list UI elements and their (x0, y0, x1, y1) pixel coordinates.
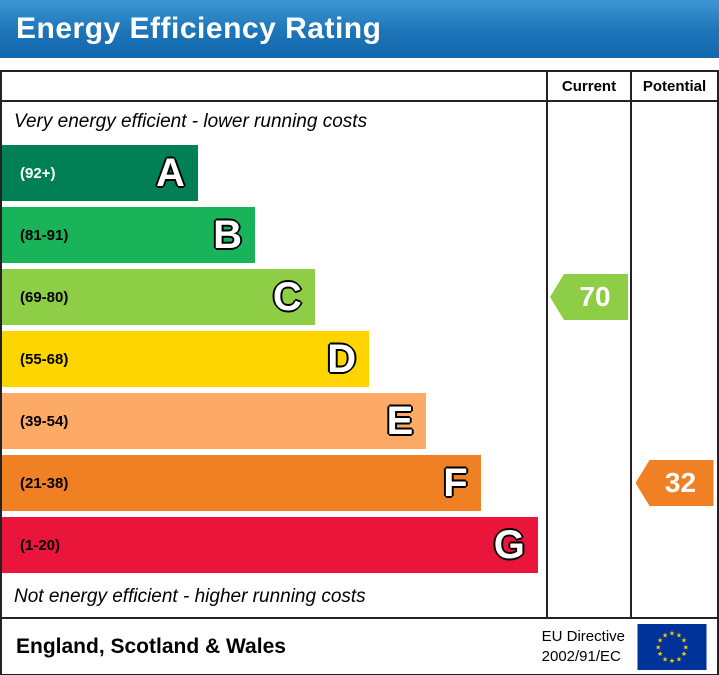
band-f-bar: (21-38) F (2, 455, 481, 511)
band-d-bar: (55-68) D (2, 331, 370, 387)
band-c-range-label: (69-80) (20, 288, 69, 306)
svg-text:★: ★ (657, 650, 663, 658)
band-a-bar: (92+) A (2, 145, 198, 201)
svg-text:★: ★ (681, 636, 687, 644)
band-row-a: (92+) A (2, 142, 717, 204)
band-a-letter: A (155, 151, 185, 195)
eu-directive-label: EU Directive 2002/91/EC (542, 627, 625, 666)
column-header-row: Current Potential (2, 72, 717, 102)
svg-text:★: ★ (669, 629, 675, 637)
svg-text:★: ★ (662, 655, 668, 663)
footer: England, Scotland & Wales EU Directive 2… (0, 619, 719, 675)
band-b-letter: B (213, 213, 242, 257)
band-g-range-label: (1-20) (20, 536, 61, 554)
top-note-row: Very energy efficient - lower running co… (2, 102, 717, 142)
svg-text:★: ★ (657, 636, 663, 644)
current-rating-pointer: 70 (550, 274, 628, 320)
band-g-bar: (1-20) G (2, 517, 538, 573)
band-e-bar: (39-54) E (2, 393, 427, 449)
note-very-efficient: Very energy efficient - lower running co… (14, 111, 368, 132)
band-d-letter: D (327, 337, 357, 381)
svg-text:★: ★ (669, 657, 675, 665)
potential-rating-value: 32 (664, 467, 697, 498)
svg-text:★: ★ (655, 643, 661, 651)
page-title: Energy Efficiency Rating (16, 12, 382, 45)
band-b-range-label: (81-91) (20, 226, 69, 244)
svg-text:★: ★ (676, 631, 682, 639)
current-rating-value: 70 (579, 281, 611, 312)
band-c-letter: C (272, 275, 302, 319)
band-e-letter: E (386, 399, 414, 443)
header-spacer (2, 72, 546, 100)
svg-text:★: ★ (662, 631, 668, 639)
eu-flag-icon: ★ ★ ★ ★ ★ ★ ★ ★ ★ ★ ★ ★ (637, 623, 707, 670)
eu-directive-line2: 2002/91/EC (541, 647, 621, 665)
region-label: England, Scotland & Wales (16, 634, 286, 658)
eu-directive-line1: EU Directive (541, 628, 625, 645)
band-row-g: (1-20) G (2, 514, 717, 576)
note-not-efficient: Not energy efficient - higher running co… (14, 585, 366, 607)
band-f-letter: F (443, 461, 468, 505)
band-g-letter: G (493, 523, 525, 567)
band-row-b: (81-91) B (2, 204, 717, 266)
band-e-range-label: (39-54) (20, 412, 69, 430)
band-b-bar: (81-91) B (2, 207, 255, 263)
bottom-note-row: Not energy efficient - higher running co… (2, 576, 717, 617)
band-f-range-label: (21-38) (20, 474, 69, 492)
band-row-c: (69-80) C 70 (2, 266, 717, 328)
column-header-current: Current (546, 72, 630, 100)
band-row-f: (21-38) F 32 (2, 452, 717, 514)
energy-rating-chart: Current Potential Very energy efficient … (0, 70, 719, 619)
band-c-bar: (69-80) C (2, 269, 315, 325)
title-bar: Energy Efficiency Rating (0, 0, 719, 58)
band-a-range-label: (92+) (20, 164, 56, 182)
band-row-d: (55-68) D (2, 328, 717, 390)
svg-text:★: ★ (681, 650, 687, 658)
band-row-e: (39-54) E (2, 390, 717, 452)
svg-text:★: ★ (676, 655, 682, 663)
band-d-range-label: (55-68) (20, 350, 69, 368)
svg-text:★: ★ (683, 643, 689, 651)
column-header-potential: Potential (630, 72, 717, 100)
potential-rating-pointer: 32 (635, 460, 714, 506)
